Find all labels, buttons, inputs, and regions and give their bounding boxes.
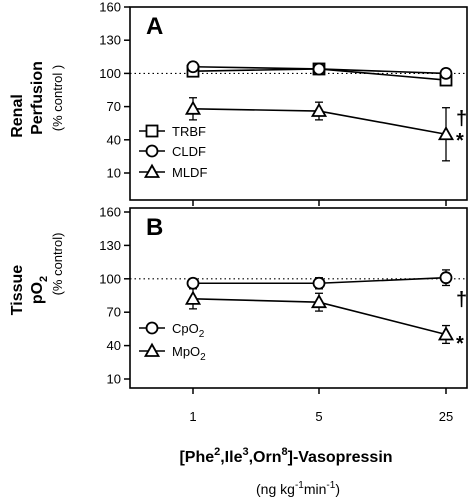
panel-b-frame — [129, 207, 468, 389]
panel-b-series-0-point-1 — [312, 276, 326, 290]
x-unit-part-4: ) — [335, 481, 340, 497]
x-label-part-6: ]-Vasopressin — [288, 449, 393, 466]
panel-b-legend-label-1: MpO2 — [172, 344, 206, 363]
panel-a-series-2-point-2 — [437, 125, 455, 141]
panel-a-series-2-point-0 — [184, 100, 202, 115]
panel-a-frame — [129, 6, 468, 201]
x-unit-part-2: min — [304, 481, 327, 497]
panel-a-ylabel-sub: (% control ) — [50, 65, 65, 131]
panel-b-ylabel-po-sub: 2 — [38, 276, 50, 282]
panel-a-series-2-point-1 — [310, 102, 328, 117]
panel-b-legend-marker-0 — [145, 321, 159, 335]
x-unit-part-1: -1 — [295, 480, 304, 491]
panel-b-series-1-point-0 — [184, 290, 202, 305]
panel-b-ytick-label-70: 70 — [107, 305, 121, 320]
panel-a-legend-label-1: CLDF — [172, 144, 206, 159]
panel-b-ytick-label-160: 160 — [99, 205, 121, 220]
panel-a-series-1-point-1 — [312, 62, 326, 76]
chart-panels: A104070100130160TRBFCLDFMLDF†*B104070100… — [99, 0, 468, 424]
x-label-part-3: 3 — [242, 446, 248, 458]
panel-b-significance-mark-0: † — [456, 289, 467, 311]
panel-b-series-0-point-2 — [439, 271, 453, 285]
panel-a-significance-mark-0: † — [456, 108, 467, 130]
panel-a-series-1-point-0 — [186, 60, 200, 74]
panel-a-significance-mark-1: * — [456, 130, 464, 152]
panel-a-ytick-label-70: 70 — [107, 99, 121, 114]
panel-a-ytick-label-10: 10 — [107, 166, 121, 181]
x-unit-part-3: -1 — [326, 480, 335, 491]
panel-a-ytick-label-160: 160 — [99, 0, 121, 15]
panel-b-series-1-point-2 — [437, 326, 455, 341]
x-label-part-1: 2 — [214, 446, 220, 458]
panel-b-ylabel-line2: pO2 — [29, 276, 50, 304]
panel-a-letter: A — [146, 13, 163, 40]
x-unit-part-0: (ng kg — [256, 481, 295, 497]
panel-b-letter: B — [146, 214, 163, 241]
panel-a-series-1-point-2 — [439, 67, 453, 80]
x-label-part-4: ,Orn — [249, 449, 282, 466]
panel-b-legend-label-0-sub: 2 — [199, 329, 205, 340]
x-tick-label-1: 5 — [315, 409, 322, 424]
panel-b-legend-label-0-base: CpO — [172, 321, 199, 336]
panel-b-ylabel-sub: (% control) — [50, 233, 65, 296]
x-axis-label: [Phe2,Ile3,Orn8]-Vasopressin — [179, 446, 392, 466]
panel-b-ytick-label-100: 100 — [99, 271, 121, 286]
panel-a-legend-label-2: MLDF — [172, 165, 207, 180]
x-label-part-2: ,Ile — [220, 449, 242, 466]
panel-b-ytick-label-130: 130 — [99, 238, 121, 253]
panel-b-legend-label-1-sub: 2 — [200, 352, 206, 363]
panel-b-ytick-label-10: 10 — [107, 372, 121, 387]
panel-b-series-0-point-0 — [186, 276, 200, 290]
panel-a-ylabel-line1: Renal — [9, 94, 26, 138]
panel-b-ylabel-line1: Tissue — [9, 265, 26, 316]
panel-a-legend-label-0: TRBF — [172, 124, 206, 139]
panel-a-ytick-label-40: 40 — [107, 132, 121, 147]
panel-a-legend-marker-1 — [145, 144, 159, 158]
panel-b-ytick-label-40: 40 — [107, 338, 121, 353]
panel-a-ytick-label-100: 100 — [99, 66, 121, 81]
x-tick-label-2: 25 — [439, 409, 453, 424]
x-label-part-0: [Phe — [179, 449, 214, 466]
panel-a-legend-marker-0 — [145, 124, 159, 138]
x-axis-unit: (ng kg-1min-1) — [256, 480, 340, 497]
panel-b-legend-marker-1 — [143, 342, 161, 357]
panel-a-ylabel-line2: Perfusion — [29, 61, 46, 135]
panel-b-legend-label-1-base: MpO — [172, 344, 200, 359]
panel-b-significance-mark-1: * — [456, 333, 464, 355]
panel-b-legend-label-0: CpO2 — [172, 321, 205, 340]
panel-a-ytick-label-130: 130 — [99, 33, 121, 48]
x-tick-label-0: 1 — [189, 409, 196, 424]
panel-b-series-1-point-1 — [310, 293, 328, 309]
panel-b-ylabel-po: pO — [29, 282, 46, 304]
panel-a-legend-marker-2 — [143, 163, 161, 178]
x-label-part-5: 8 — [281, 446, 287, 458]
